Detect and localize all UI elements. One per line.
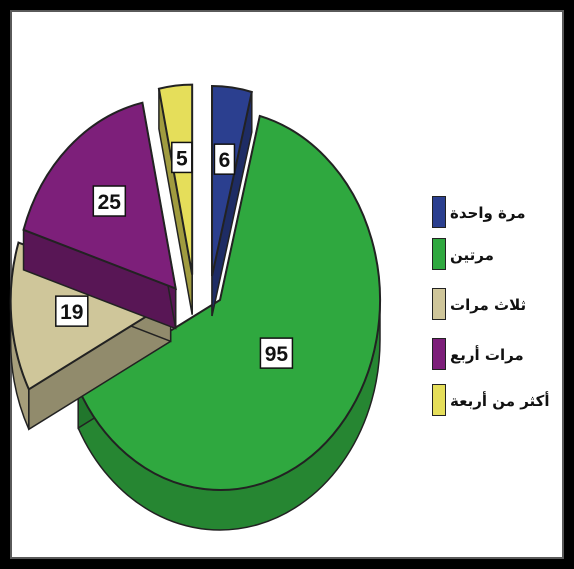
data-label-box: [213, 143, 236, 175]
legend-item-four-times: مرات أربع: [432, 338, 562, 372]
legend-label: أكثر من أربعة: [450, 392, 550, 410]
pie-slice-top: [157, 83, 194, 275]
data-label-box: [92, 185, 127, 217]
pie-slice-top: [76, 114, 381, 491]
data-label: 25: [98, 191, 122, 214]
legend-swatch: [432, 196, 446, 228]
data-label: 6: [219, 149, 231, 172]
pie-slice: 25: [22, 101, 177, 330]
legend-item-three-times: ثلاث مرات: [432, 288, 562, 322]
legend-swatch: [432, 238, 446, 270]
data-label: 5: [176, 147, 188, 170]
legend-label: مرات أربع: [450, 346, 524, 364]
legend-label: مرة واحدة: [450, 204, 526, 222]
data-label: 95: [265, 343, 289, 366]
legend-label: ثلاث مرات: [450, 296, 527, 314]
data-label-box: [259, 337, 294, 369]
legend-label: مرتين: [450, 246, 494, 264]
data-label-box: [171, 141, 193, 174]
data-label-box: [55, 295, 89, 327]
legend-item-twice: مرتين: [432, 238, 562, 272]
legend-item-once: مرة واحدة: [432, 196, 562, 230]
pie-slice: 5: [157, 83, 194, 315]
data-label: 19: [60, 301, 83, 324]
legend-swatch: [432, 338, 446, 370]
pie-slice: 6: [211, 85, 253, 317]
legend-swatch: [432, 288, 446, 320]
pie-slice-top: [211, 85, 253, 277]
legend-item-more-than-four: أكثر من أربعة: [432, 384, 562, 418]
pie-slice: 95: [76, 114, 381, 531]
legend-swatch: [432, 384, 446, 416]
